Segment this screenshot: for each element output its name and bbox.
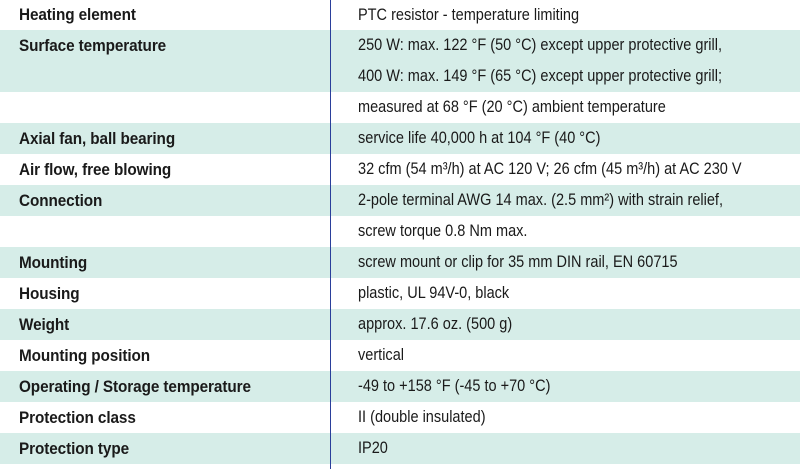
spec-row-weight: Weight approx. 17.6 oz. (500 g) <box>0 309 800 340</box>
spec-row-surface-temperature-cont-2: measured at 68 °F (20 °C) ambient temper… <box>0 92 800 123</box>
spec-label: Surface temperature <box>19 35 167 55</box>
spec-value: service life 40,000 h at 104 °F (40 °C) <box>358 129 601 147</box>
spec-value: 2-pole terminal AWG 14 max. (2.5 mm²) wi… <box>358 191 723 209</box>
spec-value: plastic, UL 94V-0, black <box>358 284 510 302</box>
spec-label: Protection class <box>19 407 136 427</box>
spec-label: Protection type <box>19 438 130 458</box>
spec-label: Weight <box>19 314 70 334</box>
spec-row-mounting-position: Mounting position vertical <box>0 340 800 371</box>
spec-row-connection-cont: screw torque 0.8 Nm max. <box>0 216 800 247</box>
spec-label: Heating element <box>19 5 136 24</box>
spec-row-housing: Housing plastic, UL 94V-0, black <box>0 278 800 309</box>
spec-label: Axial fan, ball bearing <box>19 128 176 148</box>
spec-row-surface-temperature-cont-1: 400 W: max. 149 °F (65 °C) except upper … <box>0 61 800 92</box>
column-divider <box>330 0 331 469</box>
spec-row-air-flow: Air flow, free blowing 32 cfm (54 m³/h) … <box>0 154 800 185</box>
spec-label: Mounting <box>19 252 88 272</box>
spec-value: 250 W: max. 122 °F (50 °C) except upper … <box>358 36 723 54</box>
spec-row-protection-type: Protection type IP20 <box>0 433 800 464</box>
spec-value: PTC resistor - temperature limiting <box>358 5 580 24</box>
spec-value: 400 W: max. 149 °F (65 °C) except upper … <box>358 67 723 85</box>
spec-row-connection: Connection 2-pole terminal AWG 14 max. (… <box>0 185 800 216</box>
spec-value: vertical <box>358 346 404 364</box>
spec-row-protection-class: Protection class II (double insulated) <box>0 402 800 433</box>
spec-row-mounting: Mounting screw mount or clip for 35 mm D… <box>0 247 800 278</box>
spec-row-axial-fan: Axial fan, ball bearing service life 40,… <box>0 123 800 154</box>
spec-label: Air flow, free blowing <box>19 159 172 179</box>
spec-value: II (double insulated) <box>358 408 486 426</box>
spec-value: IP20 <box>358 439 388 457</box>
spec-value: screw torque 0.8 Nm max. <box>358 222 528 240</box>
spec-value: 32 cfm (54 m³/h) at AC 120 V; 26 cfm (45… <box>358 160 742 178</box>
spec-value: approx. 17.6 oz. (500 g) <box>358 315 513 333</box>
spec-label: Connection <box>19 190 103 210</box>
spec-row-operating-storage-temperature: Operating / Storage temperature -49 to +… <box>0 371 800 402</box>
spec-value: measured at 68 °F (20 °C) ambient temper… <box>358 98 666 116</box>
spec-row-surface-temperature: Surface temperature 250 W: max. 122 °F (… <box>0 30 800 61</box>
spec-label: Housing <box>19 283 80 303</box>
spec-label: Mounting position <box>19 345 151 365</box>
spec-row-heating-element: Heating element PTC resistor - temperatu… <box>0 0 800 30</box>
spec-label: Operating / Storage temperature <box>19 376 251 396</box>
spec-value: -49 to +158 °F (-45 to +70 °C) <box>358 377 551 395</box>
spec-value: screw mount or clip for 35 mm DIN rail, … <box>358 253 678 271</box>
